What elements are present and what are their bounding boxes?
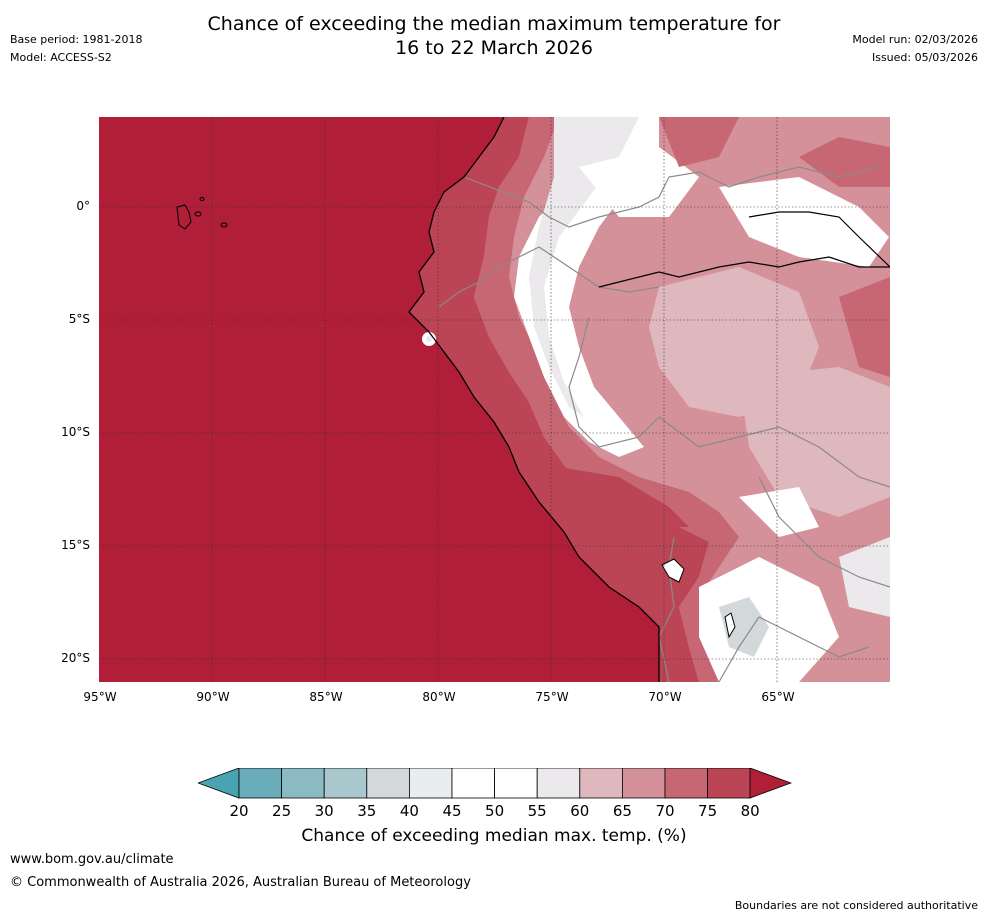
model-name: Model: ACCESS-S2 xyxy=(10,51,112,64)
colorbar-segment-30 xyxy=(323,768,368,799)
border-chile-bolivia xyxy=(718,616,870,682)
lat-label-5s: 5°S xyxy=(68,312,90,326)
colorbar-segments xyxy=(238,768,751,799)
band-70-east xyxy=(839,277,890,377)
river-amazon xyxy=(598,256,890,288)
lat-label-15s: 15°S xyxy=(61,538,90,552)
lake-titicaca xyxy=(661,558,685,583)
website-link[interactable]: www.bom.gov.au/climate xyxy=(10,852,174,867)
band-50-south-east xyxy=(739,487,819,537)
colorbar-segment-55 xyxy=(536,768,581,799)
band-50-altiplano xyxy=(699,557,839,682)
band-75-coast xyxy=(409,117,709,682)
colorbar-under-arrow xyxy=(198,768,240,799)
border-ecuador-peru xyxy=(438,246,540,308)
ocean-area xyxy=(99,117,659,682)
border-bolivia-south xyxy=(758,476,890,588)
lake-poopo xyxy=(724,612,736,639)
coastline xyxy=(408,117,660,682)
colorbar-segment-65 xyxy=(621,768,666,799)
colorbar-segment-35 xyxy=(366,768,410,799)
colorbar-segment-50 xyxy=(494,768,538,799)
cb-tick-65: 65 xyxy=(612,802,632,820)
cb-tick-60: 60 xyxy=(570,802,590,820)
cb-tick-20: 20 xyxy=(229,802,249,820)
title-line-1: Chance of exceeding the median maximum t… xyxy=(207,13,781,35)
lon-label-85w: 85°W xyxy=(309,690,343,704)
band-55-south-east xyxy=(839,537,890,617)
galapagos-san-cristobal xyxy=(220,222,228,228)
colorbar-segment-75 xyxy=(707,768,751,799)
lon-label-90w: 90°W xyxy=(196,690,230,704)
issued-date: Issued: 05/03/2026 xyxy=(871,51,978,64)
band-50-north xyxy=(719,177,889,267)
colorbar-segment-20 xyxy=(238,768,282,799)
cb-tick-30: 30 xyxy=(314,802,334,820)
band-70-north xyxy=(659,117,739,167)
galapagos-santa-cruz xyxy=(194,211,202,217)
cb-tick-75: 75 xyxy=(698,802,718,820)
band-50-north-west xyxy=(579,147,699,217)
lat-label-0: 0° xyxy=(76,199,90,213)
colorbar-segment-60 xyxy=(579,768,623,799)
border-peru-bolivia xyxy=(658,536,675,682)
lat-label-20s: 20°S xyxy=(61,651,90,665)
colorbar-over-arrow xyxy=(749,768,792,799)
meta-right: Model run: 02/03/2026 Issued: 05/03/2026 xyxy=(852,31,978,67)
lon-label-80w: 80°W xyxy=(422,690,456,704)
band-50-andes xyxy=(514,117,659,457)
cb-tick-70: 70 xyxy=(655,802,675,820)
forecast-map xyxy=(99,117,890,682)
river-negro xyxy=(748,211,890,268)
lat-label-10s: 10°S xyxy=(61,425,90,439)
band-70-north-east xyxy=(799,137,890,187)
cb-tick-50: 50 xyxy=(485,802,505,820)
cb-tick-35: 35 xyxy=(357,802,377,820)
graticule xyxy=(99,117,890,682)
lon-label-65w: 65°W xyxy=(761,690,795,704)
cb-tick-45: 45 xyxy=(442,802,462,820)
colorbar-label: Chance of exceeding median max. temp. (%… xyxy=(301,826,687,846)
title-line-2: 16 to 22 March 2026 xyxy=(395,37,593,59)
colorbar-segment-25 xyxy=(281,768,325,799)
disclaimer-text: Boundaries are not considered authoritat… xyxy=(734,899,978,912)
band-55-andes xyxy=(529,117,639,417)
band-75-inland-south xyxy=(559,467,689,527)
base-period: Base period: 1981-2018 xyxy=(10,33,143,46)
galapagos-isabela xyxy=(176,204,192,230)
lon-label-70w: 70°W xyxy=(648,690,682,704)
meta-left: Base period: 1981-2018 Model: ACCESS-S2 xyxy=(10,31,142,67)
cb-tick-55: 55 xyxy=(527,802,547,820)
cb-tick-80: 80 xyxy=(740,802,760,820)
colorbar-segment-45 xyxy=(451,768,495,799)
galapagos-santiago xyxy=(199,197,205,201)
band-40-altiplano xyxy=(719,597,769,657)
colorbar-segment-70 xyxy=(664,768,708,799)
copyright-text: © Commonwealth of Australia 2026, Austra… xyxy=(10,875,471,890)
chart-title: Chance of exceeding the median maximum t… xyxy=(0,12,988,60)
cb-tick-25: 25 xyxy=(272,802,292,820)
cb-tick-40: 40 xyxy=(399,802,419,820)
lon-label-75w: 75°W xyxy=(535,690,569,704)
border-peru-brazil xyxy=(568,316,660,448)
coastal-low-spot-core xyxy=(426,336,432,342)
colorbar xyxy=(198,768,792,799)
colorbar-segment-40 xyxy=(408,768,453,799)
border-bolivia-brazil xyxy=(658,416,890,488)
model-run: Model run: 02/03/2026 xyxy=(852,33,978,46)
lon-label-95w: 95°W xyxy=(83,690,117,704)
